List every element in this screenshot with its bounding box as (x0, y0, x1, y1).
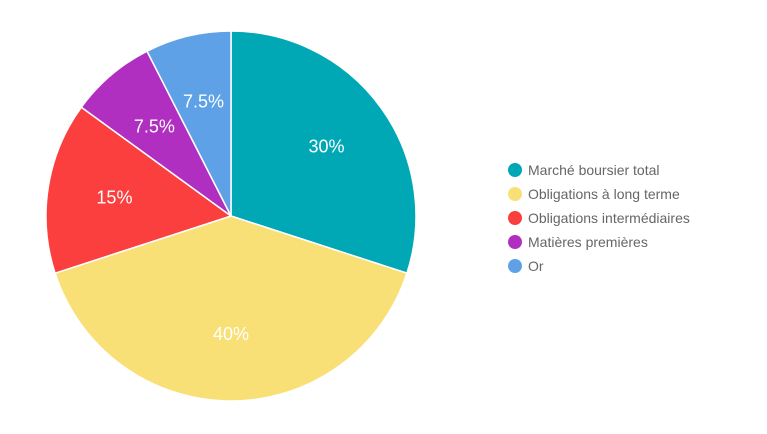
pie-slice[interactable] (230, 30, 417, 275)
pie-data-label: 30% (308, 137, 344, 157)
legend-item[interactable]: Obligations à long terme (508, 182, 690, 206)
legend-label: Or (528, 258, 544, 274)
legend-item[interactable]: Obligations intermédiaires (508, 206, 690, 230)
legend-label: Matières premières (528, 234, 648, 250)
pie-data-label: 15% (96, 188, 132, 208)
pie-slice[interactable] (45, 106, 233, 275)
pie-data-labels: 30% 40% 15% 7.5% 7.5% (96, 91, 344, 344)
legend-swatch (508, 187, 522, 201)
pie-data-label: 7.5% (183, 91, 224, 111)
legend-label: Marché boursier total (528, 162, 660, 178)
legend-swatch (508, 259, 522, 273)
legend-swatch (508, 211, 522, 225)
legend-swatch (508, 163, 522, 177)
pie-slice[interactable] (146, 30, 232, 217)
legend-label: Obligations à long terme (528, 186, 680, 202)
legend-swatch (508, 235, 522, 249)
legend-label: Obligations intermédiaires (528, 210, 690, 226)
pie-data-label: 40% (213, 324, 249, 344)
legend-item[interactable]: Or (508, 254, 690, 278)
chart-legend: Marché boursier total Obligations à long … (508, 158, 690, 278)
pie-slices (45, 30, 417, 402)
legend-item[interactable]: Marché boursier total (508, 158, 690, 182)
legend-item[interactable]: Matières premières (508, 230, 690, 254)
pie-data-label: 7.5% (134, 116, 175, 136)
pie-slice[interactable] (54, 215, 408, 402)
